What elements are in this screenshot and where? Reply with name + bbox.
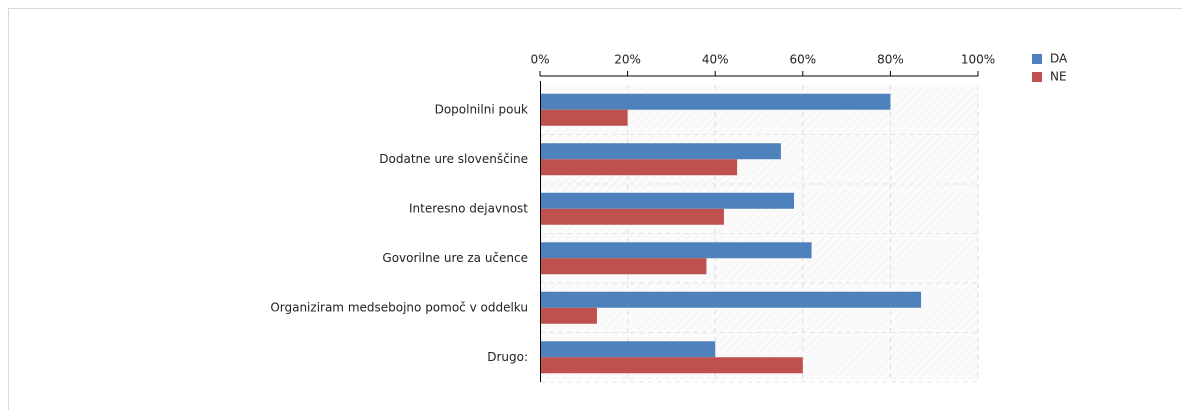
y-tick-label: Organiziram medsebojno pomoč v oddelku (270, 300, 528, 314)
x-tick-label: 40% (702, 53, 729, 67)
y-tick-label: Drugo: (487, 350, 528, 364)
legend-swatch (1032, 54, 1042, 64)
bar (540, 292, 921, 308)
bar (540, 258, 706, 274)
legend-label: DA (1050, 52, 1068, 66)
bar (540, 341, 715, 357)
bar (540, 242, 812, 258)
legend-label: NE (1050, 70, 1067, 84)
x-tick-label: 0% (530, 53, 549, 67)
bar (540, 193, 794, 209)
plot-area (540, 85, 978, 380)
x-tick-label: 100% (961, 53, 995, 67)
y-tick-label: Dopolnilni pouk (435, 102, 528, 116)
bar (540, 110, 628, 126)
legend-swatch (1032, 72, 1042, 82)
x-tick-label: 80% (877, 53, 904, 67)
bar (540, 94, 890, 110)
y-tick-label: Interesno dejavnost (409, 201, 528, 215)
y-tick-label: Dodatne ure slovenščine (379, 152, 528, 166)
bar (540, 209, 724, 225)
x-tick-label: 20% (614, 53, 641, 67)
x-tick-label: 60% (789, 53, 816, 67)
bar (540, 159, 737, 175)
y-tick-label: Govorilne ure za učence (382, 251, 528, 265)
bar (540, 143, 781, 159)
bar (540, 308, 597, 324)
bar (540, 357, 803, 373)
